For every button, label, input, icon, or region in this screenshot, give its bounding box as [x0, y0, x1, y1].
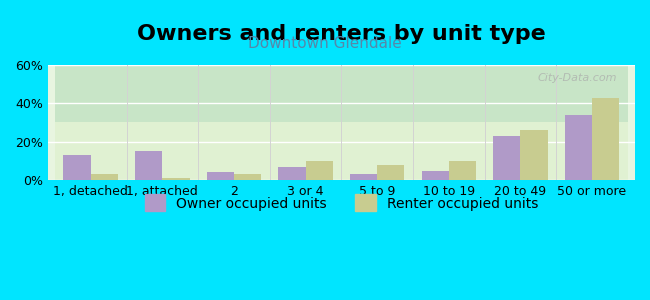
Bar: [422, 171, 448, 180]
Bar: [377, 165, 404, 180]
Bar: [91, 174, 118, 180]
Bar: [565, 115, 592, 180]
Bar: [448, 161, 476, 180]
Bar: [493, 136, 521, 180]
Legend: Owner occupied units, Renter occupied units: Owner occupied units, Renter occupied un…: [139, 189, 544, 217]
Bar: [278, 167, 306, 180]
Bar: [234, 174, 261, 180]
Bar: [162, 178, 190, 180]
Bar: [207, 172, 234, 180]
Bar: [64, 155, 91, 180]
Bar: [350, 174, 377, 180]
Bar: [592, 98, 619, 180]
Bar: [521, 130, 548, 180]
Text: City-Data.com: City-Data.com: [538, 73, 617, 83]
Title: Owners and renters by unit type: Owners and renters by unit type: [137, 24, 546, 44]
Bar: [306, 161, 333, 180]
Bar: [135, 152, 162, 180]
Text: Downtown Glendale: Downtown Glendale: [248, 36, 402, 51]
